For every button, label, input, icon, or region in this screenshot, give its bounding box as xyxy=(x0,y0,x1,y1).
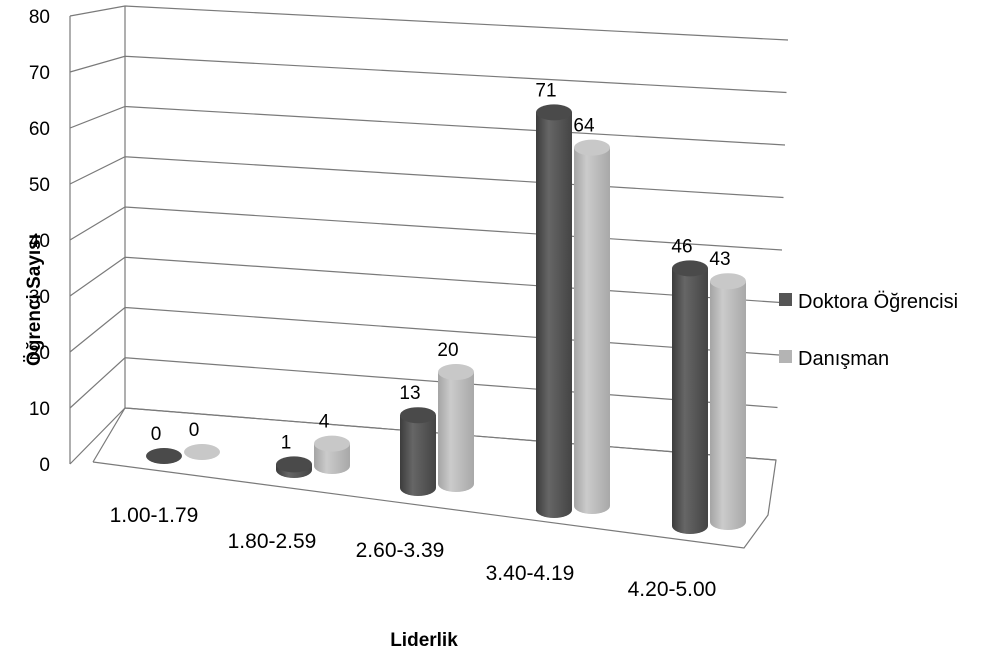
data-label: 64 xyxy=(573,116,595,137)
bar-danisman-0 xyxy=(184,444,220,460)
bar-body xyxy=(710,281,746,530)
gridline-10 xyxy=(69,357,778,409)
bar-top xyxy=(276,456,312,473)
bar-top xyxy=(574,139,610,156)
legend-swatch-doktora xyxy=(779,293,792,306)
y-tick-label: 30 xyxy=(29,287,50,308)
bar-top xyxy=(710,273,746,290)
y-tick-label: 80 xyxy=(29,7,50,28)
bar-doktora-4 xyxy=(672,260,708,534)
bar-danisman-2 xyxy=(438,364,474,492)
bar-body xyxy=(400,415,436,496)
data-label: 4 xyxy=(319,412,330,433)
bar-top xyxy=(438,364,474,380)
y-tick-label: 0 xyxy=(39,455,50,476)
data-label: 1 xyxy=(281,432,292,453)
bar-body xyxy=(438,372,474,492)
bar-danisman-3 xyxy=(574,139,610,514)
bar-body xyxy=(574,147,610,514)
gridline-80 xyxy=(69,5,789,41)
bar-danisman-1 xyxy=(314,435,350,474)
legend: Doktora Öğrencisi Danışman xyxy=(779,291,958,370)
bar-top xyxy=(400,407,436,424)
data-label: 0 xyxy=(189,420,200,441)
data-label: 43 xyxy=(709,249,730,270)
axes xyxy=(69,6,777,549)
y-tick-label: 50 xyxy=(29,175,50,196)
bar-danisman-4 xyxy=(710,273,746,530)
x-tick-label: 3.40-4.19 xyxy=(486,562,575,585)
y-tick-label: 60 xyxy=(29,119,50,140)
bars xyxy=(146,104,746,534)
y-tick-label: 20 xyxy=(29,343,50,364)
floor xyxy=(92,407,777,549)
x-tick-label: 4.20-5.00 xyxy=(628,578,717,601)
y-tick-label: 70 xyxy=(29,63,50,84)
x-tick-label: 2.60-3.39 xyxy=(356,539,445,562)
bar-top xyxy=(536,104,572,121)
data-label: 71 xyxy=(535,80,556,101)
legend-label-danisman: Danışman xyxy=(798,348,889,370)
data-label: 0 xyxy=(151,424,162,445)
data-label: 46 xyxy=(671,236,692,257)
y-tick-label: 10 xyxy=(29,399,50,420)
data-label: 13 xyxy=(399,383,420,404)
bar-doktora-2 xyxy=(400,407,436,496)
bar-doktora-3 xyxy=(536,104,572,519)
data-label: 20 xyxy=(437,340,458,361)
x-axis-label: Liderlik xyxy=(390,630,458,651)
y-tick-label: 40 xyxy=(29,231,50,252)
gridline-50 xyxy=(69,156,784,199)
bar-body xyxy=(672,268,708,534)
bar-top xyxy=(184,444,220,460)
bar-top xyxy=(314,435,350,452)
x-tick-label: 1.00-1.79 xyxy=(110,504,199,527)
bar-top xyxy=(672,260,708,277)
gridline-60 xyxy=(69,105,786,146)
y-axis-label: Öğrenci Sayısı xyxy=(24,234,45,366)
bar-body xyxy=(536,112,572,519)
gridline-70 xyxy=(69,55,787,94)
bar-top xyxy=(146,448,182,464)
legend-label-doktora: Doktora Öğrencisi xyxy=(798,291,958,313)
legend-swatch-danisman xyxy=(779,350,792,363)
bar-doktora-0 xyxy=(146,448,182,464)
x-tick-label: 1.80-2.59 xyxy=(228,530,317,553)
bar-doktora-1 xyxy=(276,456,312,478)
bar-body xyxy=(314,443,350,474)
